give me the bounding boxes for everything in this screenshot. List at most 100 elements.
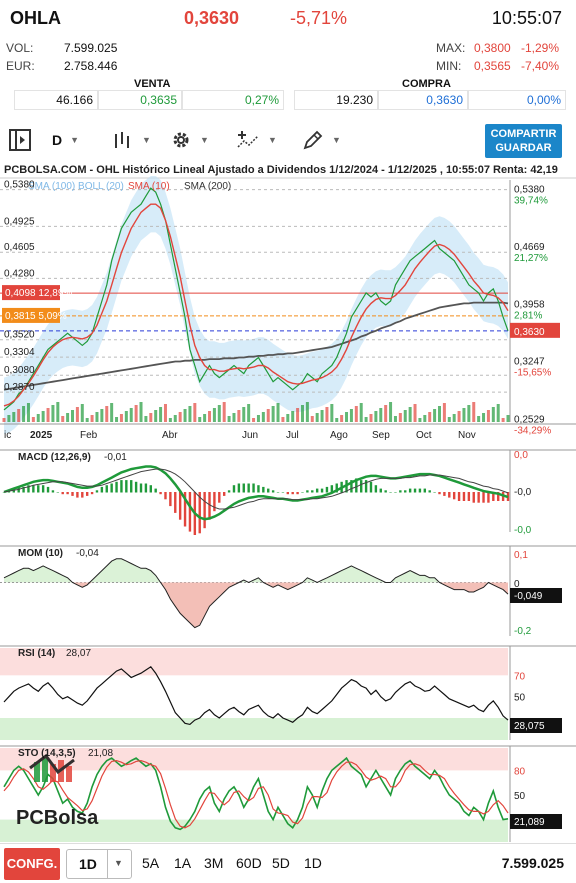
momentum-negative-fill [4,582,508,628]
volume-bar [354,406,358,422]
macd-histogram-bar [267,488,270,493]
volume-bar [359,403,363,422]
volume-bar [17,409,21,422]
volume-bar [247,404,251,422]
config-button[interactable]: CONFG. [4,848,60,880]
macd-histogram-bar [164,492,167,500]
volume-bar [325,407,329,422]
macd-histogram-bar [100,486,104,493]
macd-histogram-bar [183,492,187,527]
volume-bar [374,411,378,422]
macd-histogram-bar [423,488,427,493]
venta-qty: 46.166 [14,90,98,110]
tab-5a[interactable]: 5A [142,855,160,871]
right-tick-value: 0,3958 [514,299,545,310]
chevron-down-icon: ▼ [70,135,80,145]
right-tick-value: 0,5380 [514,185,545,196]
panel-toggle-icon [9,129,31,151]
compra-price: 0,3630 [378,90,468,110]
tab-1d[interactable]: 1D [304,855,322,871]
legend-sma10: SMA (10) [128,181,170,192]
macd-histogram-bar [85,492,89,496]
sma10-line [3,203,509,407]
macd-tick: -0,0 [514,487,532,498]
macd-histogram-bar [169,492,172,507]
volume-bar [467,405,471,422]
volume-bar [418,418,422,422]
volume-bar [144,416,148,422]
zone-frame [0,675,508,718]
logo-text: PCBolsa [16,807,99,829]
macd-histogram-bar [399,490,402,493]
period-select[interactable]: 1D ▼ [66,849,132,879]
sto-tick: 80 [514,766,526,777]
rsi-line [3,665,509,726]
macd-histogram-bar [355,478,358,493]
macd-tick: -0,0 [514,525,532,536]
candlestick-icon [115,132,129,148]
volume-bar [345,412,349,422]
macd-histogram-bar [257,485,260,493]
volume-bar [491,407,495,422]
legend-sma200: SMA (200) [184,181,231,192]
eur-label: EUR: [6,59,35,73]
volume-bar [129,408,133,422]
logo-bar [42,758,48,782]
share-save-button[interactable]: COMPARTIR GUARDAR [485,124,562,158]
volume-bar [12,412,16,422]
chart-toolbar: D ▼ ▼ ▼ ▼ ▼ COMPARTIR GUARDAR [0,120,576,160]
volume-bar [384,405,388,422]
ticker-symbol: OHLA [10,8,61,28]
stock-chart[interactable]: PCBOLSA.COM - OHL Histórico Lineal Ajust… [0,160,576,843]
macd-histogram-bar [452,492,456,500]
macd-histogram-bar [242,483,245,493]
volume-bar [95,412,99,422]
volume-bar [379,408,383,422]
indicator-value: 21,08 [88,748,113,759]
gear-icon [173,132,189,148]
macd-histogram-bar [296,492,299,495]
volume-bar [168,418,172,422]
macd-line [3,465,509,521]
last-price-tag: 0,3630 [514,327,545,338]
quote-time: 10:55:07 [491,8,562,28]
drawing-dropdown[interactable]: ▼ [302,126,341,154]
level-tag-b-bg [2,307,60,323]
tab-60d[interactable]: 60D [236,855,262,871]
indicator-value: -0,04 [76,548,99,559]
indicators-dropdown[interactable]: ▼ [236,126,277,154]
volume-bar [320,410,324,422]
macd-histogram-bar [174,492,177,513]
macd-histogram-bar [408,488,412,493]
tab-5d[interactable]: 5D [272,855,290,871]
eur-value: 2.758.446 [64,59,118,73]
x-tick-label: ic [4,430,11,441]
volume-bar [256,415,260,422]
volume-bar [41,411,45,422]
volume-bar [2,418,6,422]
right-tick-pct: 21,27% [514,253,548,264]
macd-histogram-bar [134,481,138,493]
macd-histogram-bar [125,480,128,493]
fullscreen-button[interactable] [8,126,32,154]
volume-bar [124,411,128,422]
macd-histogram-bar [325,486,329,493]
volume-bar [163,404,167,422]
last-price: 0,3630 [184,8,240,28]
macd-histogram-bar [120,480,123,493]
y-tick-label: 0,4605 [4,242,35,253]
volume-bar [173,415,177,422]
tab-3m[interactable]: 3M [204,855,224,871]
chart-type-dropdown[interactable]: ▼ [112,126,151,154]
select-divider [107,850,108,878]
y-tick-label: 0,4925 [4,216,35,227]
settings-dropdown[interactable]: ▼ [170,126,209,154]
period-dropdown[interactable]: D ▼ [52,126,79,154]
volume-bar [66,413,70,422]
tab-1a[interactable]: 1A [174,855,192,871]
volume-bar [90,415,94,422]
macd-histogram-bar [27,485,30,493]
macd-signal-line [3,468,509,510]
legend-bollinger: SMA (100) BOLL (20) [28,181,124,192]
x-tick-label: 2025 [30,430,53,441]
